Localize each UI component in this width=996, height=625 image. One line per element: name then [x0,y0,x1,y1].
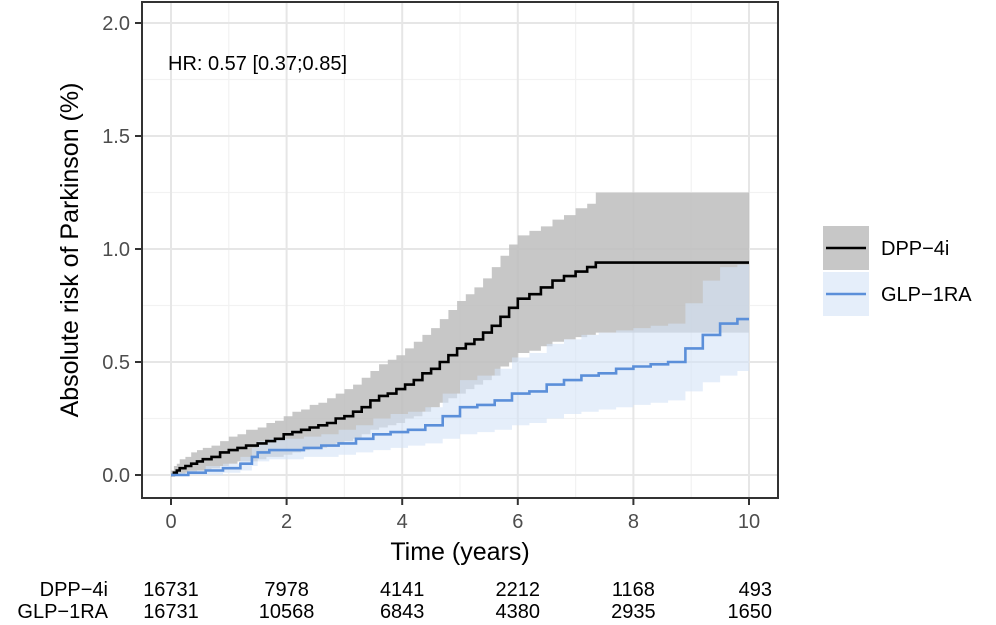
x-tick-label: 0 [165,511,176,533]
axis-ticks: 0 2 4 6 8 10 0.0 0.5 1.0 1.5 2.0 [102,13,760,533]
y-tick-label: 2.0 [102,13,130,35]
risk-value: 4380 [496,601,541,623]
y-tick-label: 0.0 [102,465,130,487]
y-tick-label: 0.5 [102,352,130,374]
x-axis-title: Time (years) [390,538,529,566]
x-tick-label: 8 [628,511,639,533]
risk-value: 1168 [612,579,655,601]
y-tick-label: 1.5 [102,126,130,148]
risk-table: DPP−4i 16731 7978 4141 2212 1168 493 GLP−1RA 167… [17,579,772,623]
series-lines [171,261,749,477]
risk-value: 1650 [728,601,773,623]
risk-value: 16731 [143,601,199,623]
risk-value: 4141 [380,579,425,601]
x-tick-label: 4 [397,511,408,533]
risk-row-label: DPP−4i [40,579,108,601]
risk-value: 16731 [143,579,199,601]
risk-row-label: GLP−1RA [17,601,108,623]
hr-annotation: HR: 0.57 [0.37;0.85] [168,53,347,75]
legend: DPP−4i GLP−1RA [823,226,972,316]
risk-value: 493 [739,579,772,601]
risk-value: 6843 [380,601,425,623]
risk-value: 2212 [496,579,541,601]
y-axis-title: Absolute risk of Parkinson (%) [56,83,84,418]
legend-label: GLP−1RA [881,284,972,306]
y-tick-label: 1.0 [102,239,130,261]
series-line-glp1ra [171,317,749,477]
series-line-dpp4i [171,261,749,477]
legend-label: DPP−4i [881,238,949,260]
x-tick-label: 10 [738,511,760,533]
x-tick-label: 2 [281,511,292,533]
risk-value: 7978 [264,579,309,601]
risk-value: 2935 [611,601,656,623]
risk-value: 10568 [259,601,315,623]
x-tick-label: 6 [512,511,523,533]
